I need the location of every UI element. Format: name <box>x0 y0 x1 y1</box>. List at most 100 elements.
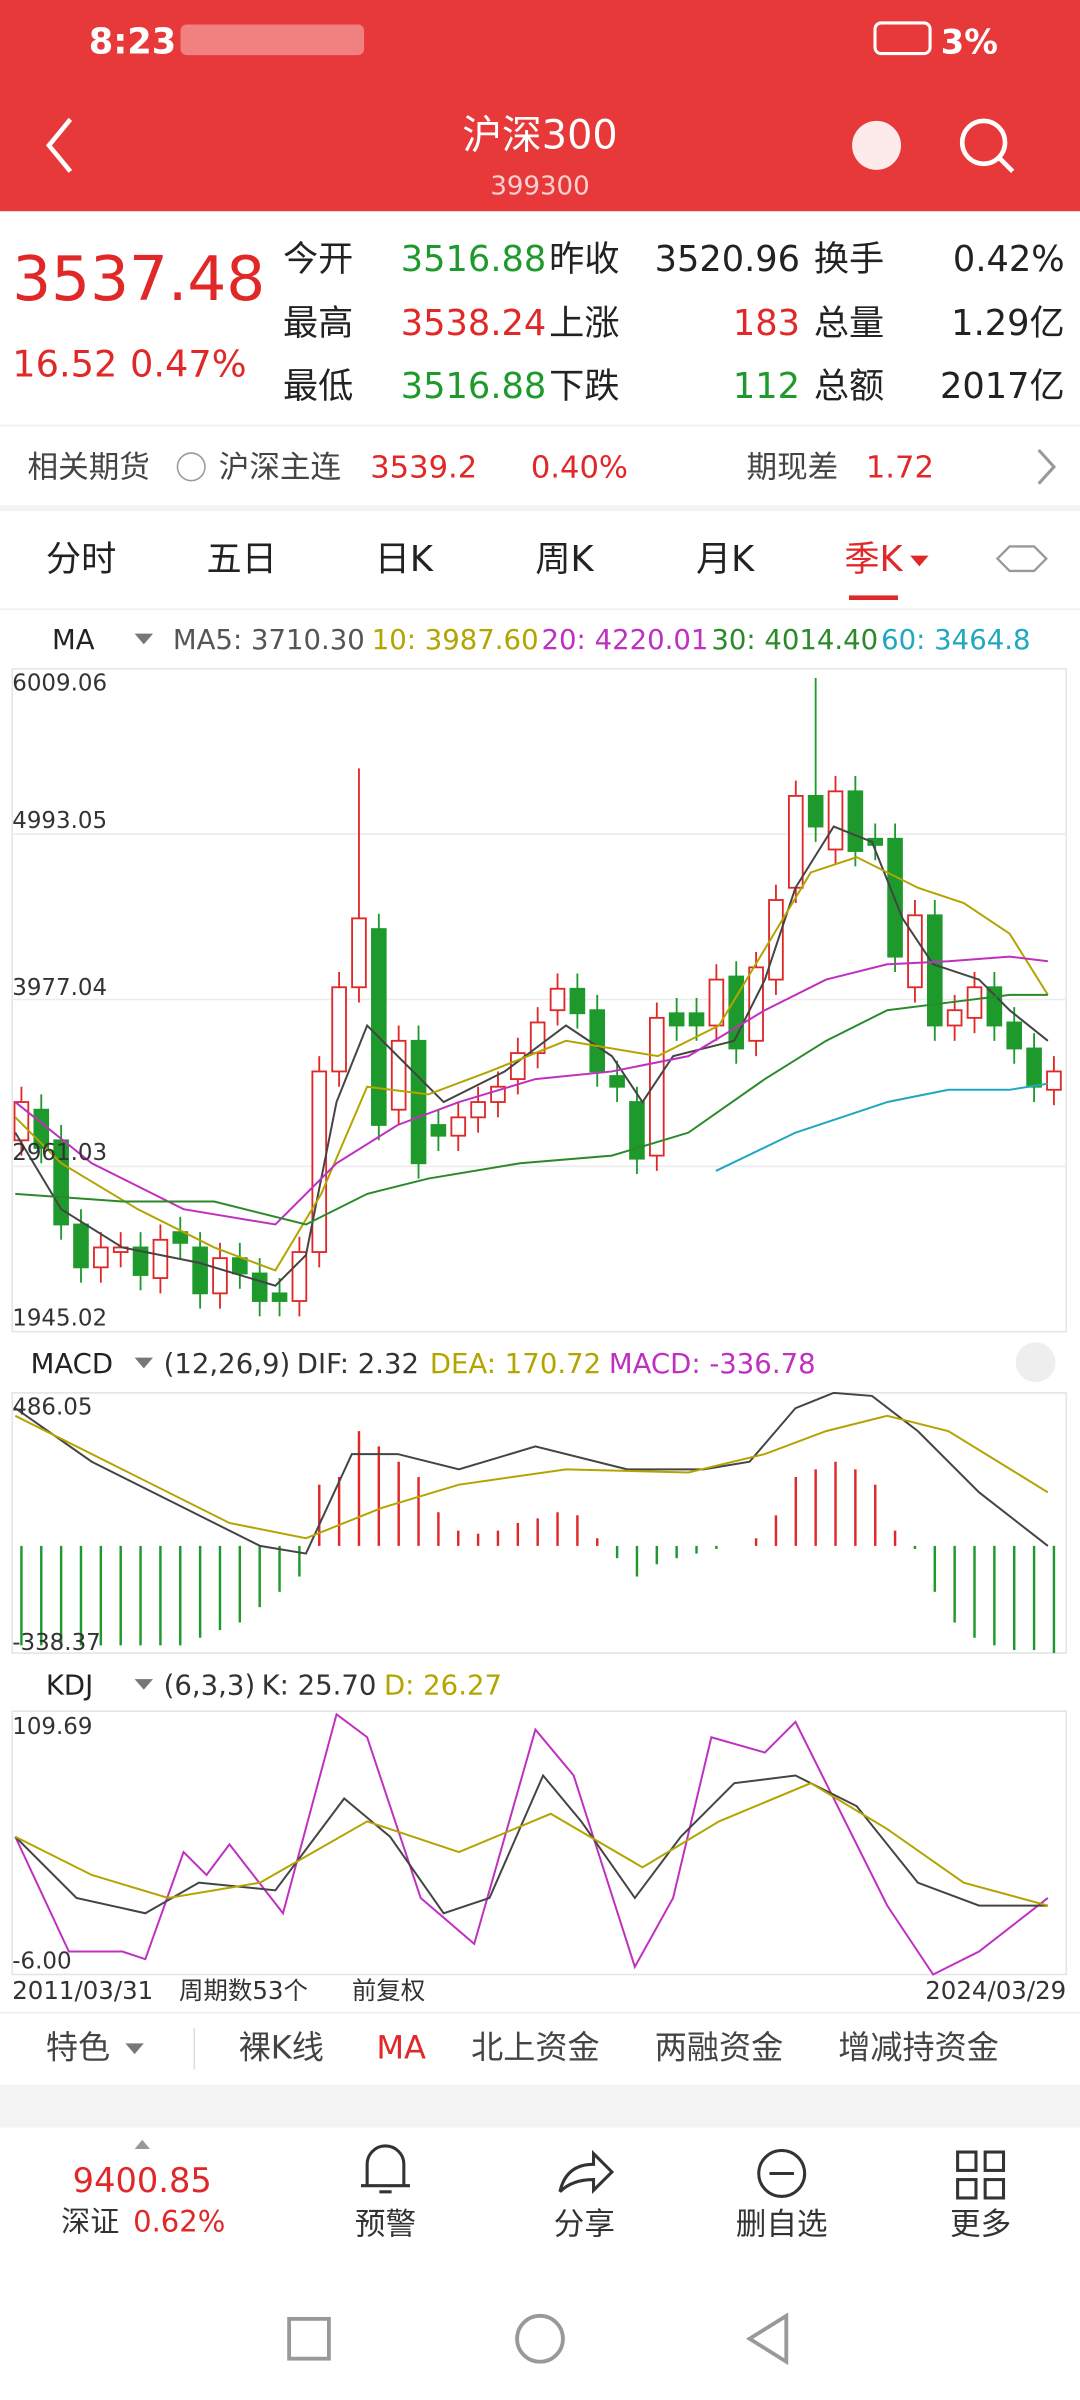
indicator-tab[interactable]: 特色 <box>46 2029 110 2067</box>
candle-body <box>13 1101 30 1142</box>
field-value: 183 <box>733 303 800 344</box>
candle-body <box>629 1101 645 1160</box>
up-arrow <box>134 2139 150 2149</box>
index-name: 深证 <box>61 2205 119 2239</box>
futures-percent: 0.40% <box>531 451 628 486</box>
tab[interactable]: 五日 <box>207 539 277 580</box>
action-button[interactable]: 更多 <box>950 2208 1011 2243</box>
candle-body <box>827 790 844 851</box>
candle-body <box>668 1012 685 1027</box>
indicator-tab[interactable]: 裸K线 <box>239 2029 324 2067</box>
macd-dea: DEA: 170.72 <box>430 1348 601 1380</box>
macd-bars <box>20 1431 1056 1654</box>
tab[interactable]: 周K <box>535 539 594 580</box>
field-label: 换手 <box>814 239 884 280</box>
basis-label: 期现差 <box>747 451 839 486</box>
more-icon <box>956 2150 978 2172</box>
futures-price: 3539.2 <box>370 451 477 486</box>
indicator-tab-active[interactable]: MA <box>376 2029 426 2067</box>
candle-body <box>1046 1070 1062 1091</box>
dropdown-arrow[interactable] <box>134 1357 153 1369</box>
ma-item: MA5: 3710.30 <box>173 624 365 656</box>
tab-active[interactable]: 季K <box>844 539 903 580</box>
candle-body <box>371 928 387 1126</box>
field-value: 2017亿 <box>940 366 1065 407</box>
candle-body <box>748 966 764 1042</box>
action-button[interactable]: 分享 <box>554 2208 615 2243</box>
dropdown-arrow <box>125 2043 144 2055</box>
settings-icon[interactable] <box>995 545 1048 573</box>
kdj-d: D: 26.27 <box>384 1669 502 1701</box>
status-icons <box>180 24 365 56</box>
search-icon[interactable] <box>959 118 1008 167</box>
k-line <box>14 1773 1048 1915</box>
indicator-tab[interactable]: 两融资金 <box>655 2029 783 2067</box>
ma-item: 60: 3464.8 <box>881 624 1030 656</box>
action-button[interactable]: 预警 <box>355 2208 416 2243</box>
candle-body <box>907 914 923 989</box>
field-label: 最高 <box>283 303 353 344</box>
candle-body <box>212 1257 228 1295</box>
macd-value: MACD: -336.78 <box>609 1348 816 1380</box>
futures-label: 相关期货 <box>28 451 150 486</box>
quote-price: 3537.48 <box>12 244 265 315</box>
expand-button[interactable] <box>1015 1342 1056 1383</box>
d-line <box>14 1782 1049 1907</box>
candles <box>13 678 1062 1317</box>
ma20-line <box>14 955 1048 1226</box>
assistant-icon[interactable] <box>852 120 902 170</box>
tab[interactable]: 分时 <box>46 539 116 580</box>
candle-body <box>529 1021 546 1054</box>
candle-body <box>807 795 824 828</box>
candle-body <box>708 978 725 1027</box>
candle-body <box>986 986 1003 1027</box>
tab[interactable]: 月K <box>696 539 755 580</box>
candle-body <box>966 986 983 1019</box>
kdj-frame <box>11 1710 1067 1976</box>
ma-label: MA <box>52 624 95 656</box>
candle-body <box>450 1116 467 1137</box>
indicator-tab[interactable]: 增减持资金 <box>838 2029 999 2067</box>
dropdown-arrow[interactable] <box>134 633 153 645</box>
field-label: 下跌 <box>549 366 619 407</box>
macd-dif: DIF: 2.32 <box>297 1348 419 1380</box>
candle-body <box>609 1075 625 1088</box>
field-value: 1.29亿 <box>951 303 1065 344</box>
futures-row[interactable]: 相关期货 沪深主连 3539.2 0.40% 期现差 1.72 <box>28 448 1057 486</box>
back-button[interactable] <box>45 117 73 173</box>
macd-axis-label: -338.37 <box>12 1630 101 1656</box>
battery-icon <box>873 21 932 56</box>
futures-name: 沪深主连 <box>219 451 341 486</box>
macd-frame <box>11 1392 1067 1654</box>
candle-body <box>867 837 884 846</box>
tab[interactable]: 日K <box>375 539 434 580</box>
candle-body <box>946 1009 963 1027</box>
candle-body <box>1006 1021 1023 1050</box>
candle-body <box>847 790 864 852</box>
ma10-line <box>14 856 1049 1272</box>
ma30-line <box>15 993 1048 1226</box>
field-value: 3516.88 <box>401 366 546 407</box>
candle-body <box>152 1238 169 1279</box>
ma-item: 30: 4014.40 <box>711 624 878 656</box>
nav-back[interactable] <box>745 2312 789 2366</box>
index-value[interactable]: 9400.85 <box>73 2161 212 2200</box>
price-axis-label: 3977.04 <box>12 975 107 1001</box>
quote-change: 16.52 <box>12 343 117 386</box>
candle-body <box>351 917 367 989</box>
nav-recent[interactable] <box>287 2316 331 2361</box>
candle-body <box>688 1012 705 1027</box>
kdj-k: K: 25.70 <box>262 1669 377 1701</box>
nav-home[interactable] <box>515 2313 565 2364</box>
dropdown-arrow[interactable] <box>134 1679 153 1690</box>
tab-arrow <box>910 555 929 567</box>
macd-params: (12,26,9) <box>164 1348 291 1380</box>
action-button[interactable]: 删自选 <box>736 2208 828 2243</box>
kdj-params: (6,3,3) <box>164 1669 256 1701</box>
range-adjust: 前复权 <box>352 1976 425 2005</box>
indicator-tab[interactable]: 北上资金 <box>471 2029 599 2067</box>
price-axis-label: 4993.05 <box>12 808 107 834</box>
remove-icon <box>757 2148 807 2198</box>
